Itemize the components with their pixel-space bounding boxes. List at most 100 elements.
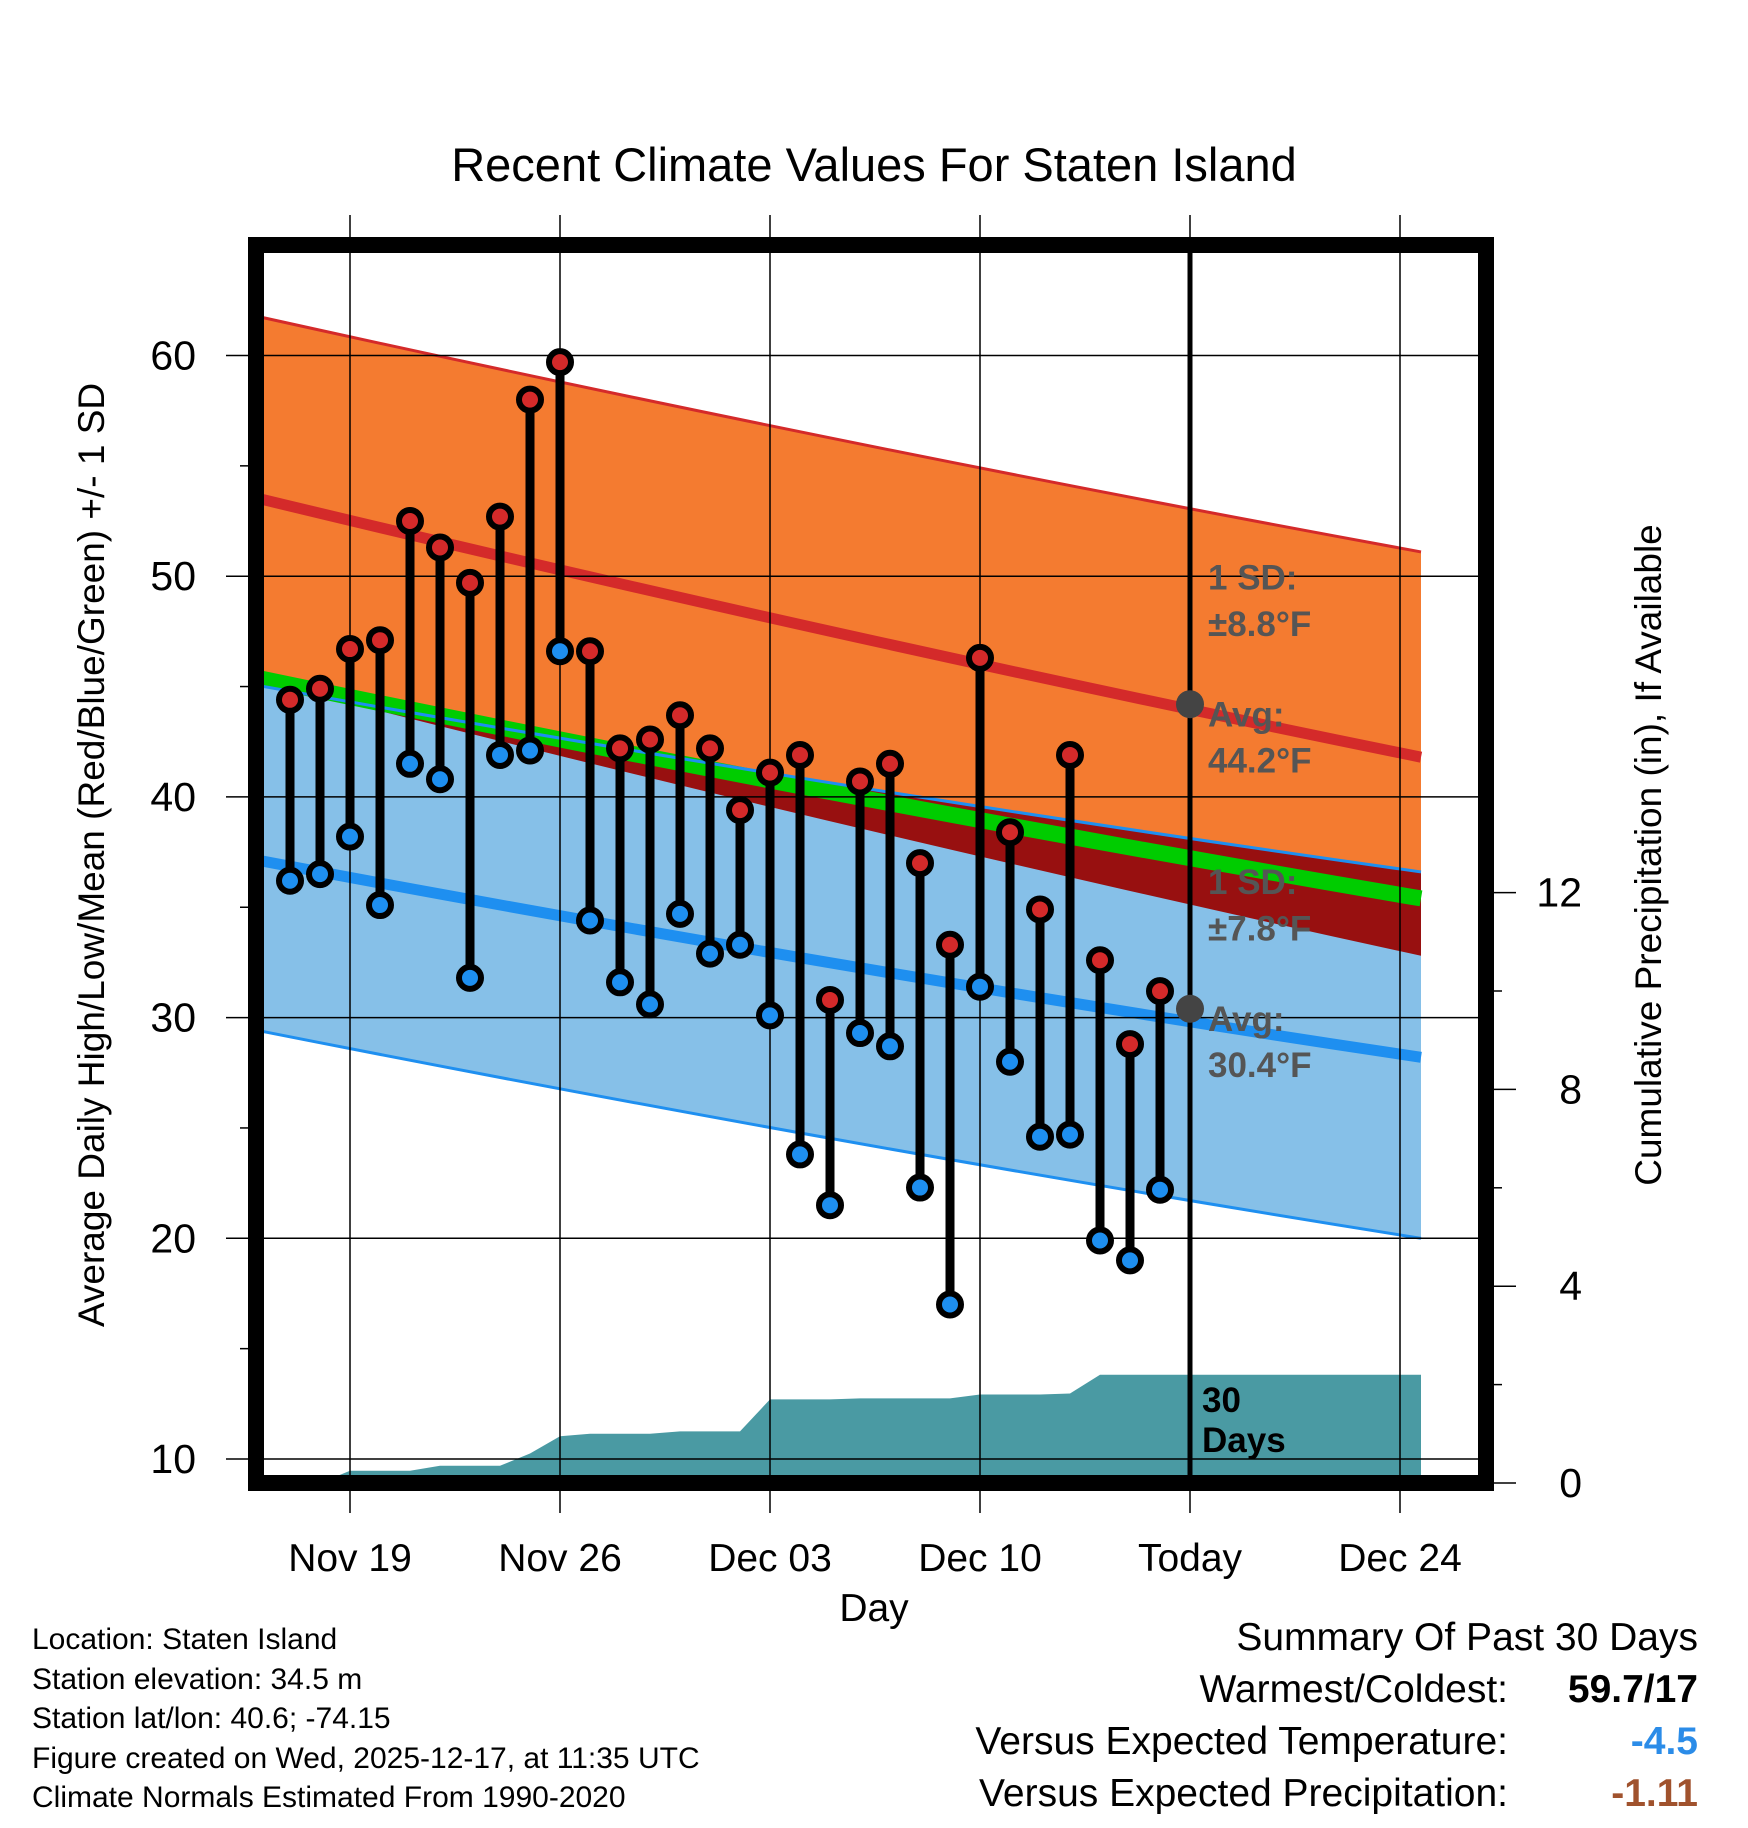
daily-high-point bbox=[936, 930, 964, 959]
daily-low-point bbox=[1116, 1246, 1144, 1275]
info-location: Location: Staten Island bbox=[32, 1623, 338, 1656]
summary-temp-label: Versus Expected Temperature: bbox=[975, 1720, 1508, 1763]
daily-low-point bbox=[756, 1001, 784, 1030]
daily-low-point bbox=[516, 736, 544, 765]
summary-temp-value: -4.5 bbox=[1630, 1720, 1698, 1763]
y-tick-label: 50 bbox=[150, 553, 196, 599]
high-sd-value: ±8.8°F bbox=[1208, 605, 1311, 644]
daily-high-point bbox=[1056, 740, 1084, 769]
daily-high-point bbox=[876, 749, 904, 778]
low-avg-label: Avg: bbox=[1208, 1000, 1284, 1039]
daily-low-point bbox=[1146, 1175, 1174, 1204]
axes: Nov 19 Nov 26 Dec 03 Dec 10 Today Dec 24 10 20 3… bbox=[150, 215, 1582, 1580]
daily-high-point bbox=[1026, 895, 1054, 924]
y-right-tick-label: 4 bbox=[1559, 1263, 1582, 1309]
daily-low-point bbox=[486, 740, 514, 769]
daily-low-point bbox=[966, 972, 994, 1001]
daily-high-point bbox=[366, 626, 394, 655]
low-normal-line bbox=[256, 854, 1422, 1063]
x-tick-label: Today bbox=[1138, 1537, 1243, 1580]
daily-low-point bbox=[636, 990, 664, 1019]
y-tick-label: 40 bbox=[150, 774, 196, 820]
daily-low-point bbox=[1056, 1120, 1084, 1149]
x-tick-label: Dec 03 bbox=[708, 1537, 832, 1580]
x-tick-label: Dec 24 bbox=[1338, 1537, 1462, 1580]
y-right-tick-label: 12 bbox=[1536, 870, 1582, 916]
daily-high-point bbox=[306, 674, 334, 703]
summary-warmest-value: 59.7/17 bbox=[1567, 1668, 1698, 1711]
summary-panel: Summary Of Past 30 Days Warmest/Coldest:… bbox=[975, 1612, 1698, 1820]
high-avg-value: 44.2°F bbox=[1208, 742, 1312, 781]
daily-low-point bbox=[666, 899, 694, 928]
station-info: Location: Staten Island Station elevatio… bbox=[32, 1620, 700, 1818]
daily-high-point bbox=[546, 348, 574, 377]
low-sd-value: ±7.8°F bbox=[1208, 909, 1311, 948]
summary-warmest-row: Warmest/Coldest: 59.7/17 bbox=[975, 1664, 1698, 1716]
daily-low-point bbox=[816, 1191, 844, 1220]
daily-low-point bbox=[726, 930, 754, 959]
days-label-number: 30 bbox=[1202, 1381, 1241, 1420]
daily-high-point bbox=[426, 533, 454, 562]
x-axis-label: Day bbox=[839, 1587, 909, 1630]
plot-frame bbox=[248, 237, 1494, 1491]
daily-low-point bbox=[1026, 1122, 1054, 1151]
daily-high-point bbox=[756, 758, 784, 787]
low-upper-line bbox=[256, 683, 1422, 874]
daily-high-point bbox=[786, 740, 814, 769]
precip-area bbox=[256, 1374, 1421, 1483]
daily-high-point bbox=[1086, 946, 1114, 975]
daily-high-point bbox=[486, 502, 514, 531]
daily-low-point bbox=[456, 963, 484, 992]
daily-high-point bbox=[576, 637, 604, 666]
daily-high-point bbox=[396, 507, 424, 536]
daily-low-point bbox=[996, 1047, 1024, 1076]
daily-high-point bbox=[456, 568, 484, 597]
daily-high-point bbox=[636, 725, 664, 754]
daily-low-point bbox=[576, 906, 604, 935]
daily-high-point bbox=[816, 985, 844, 1014]
today-high-normal-marker bbox=[1176, 690, 1204, 719]
high-sd-label: 1 SD: bbox=[1208, 558, 1297, 597]
summary-title: Summary Of Past 30 Days bbox=[1236, 1616, 1698, 1659]
info-normals: Climate Normals Estimated From 1990-2020 bbox=[32, 1781, 626, 1814]
x-tick-label: Nov 26 bbox=[498, 1537, 622, 1580]
daily-low-point bbox=[336, 822, 364, 851]
daily-high-point bbox=[966, 643, 994, 672]
daily-high-point bbox=[996, 818, 1024, 847]
daily-high-point bbox=[276, 685, 304, 714]
summary-warmest-label: Warmest/Coldest: bbox=[1199, 1668, 1508, 1711]
daily-low-point bbox=[606, 968, 634, 997]
days-label-text: Days bbox=[1202, 1421, 1286, 1460]
plot-content: 1 SD: ±8.8°F Avg: 44.2°F 1 SD: ±7.8°F Avg: 30.4… bbox=[256, 245, 1486, 1483]
summary-precip-label: Versus Expected Precipitation: bbox=[979, 1772, 1508, 1815]
daily-high-point bbox=[666, 701, 694, 730]
daily-low-point bbox=[786, 1140, 814, 1169]
daily-low-point bbox=[876, 1032, 904, 1061]
daily-low-point bbox=[936, 1290, 964, 1319]
daily-low-point bbox=[276, 866, 304, 895]
daily-low-point bbox=[846, 1019, 874, 1048]
y-axis-label: Average Daily High/Low/Mean (Red/Blue/Gr… bbox=[71, 383, 112, 1327]
daily-high-point bbox=[906, 849, 934, 878]
summary-precip-row: Versus Expected Precipitation: -1.11 bbox=[975, 1768, 1698, 1820]
daily-low-point bbox=[366, 891, 394, 920]
daily-high-point bbox=[606, 734, 634, 763]
mean-normal-line bbox=[256, 669, 1423, 907]
info-elevation: Station elevation: 34.5 m bbox=[32, 1662, 363, 1696]
y-tick-label: 20 bbox=[150, 1215, 196, 1261]
daily-high-point bbox=[1116, 1030, 1144, 1059]
daily-high-point bbox=[846, 767, 874, 796]
high-normal-line bbox=[256, 492, 1423, 763]
y-tick-label: 10 bbox=[150, 1436, 196, 1482]
y-tick-label: 30 bbox=[150, 995, 196, 1041]
chart-title: Recent Climate Values For Staten Island bbox=[451, 138, 1297, 191]
high-avg-label: Avg: bbox=[1208, 695, 1284, 734]
low-sd-label: 1 SD: bbox=[1208, 863, 1297, 902]
daily-low-point bbox=[426, 765, 454, 794]
daily-low-point bbox=[546, 637, 574, 666]
daily-low-point bbox=[1086, 1226, 1114, 1255]
daily-high-point bbox=[726, 796, 754, 825]
info-latlon: Station lat/lon: 40.6; -74.15 bbox=[32, 1702, 391, 1735]
daily-high-point bbox=[336, 635, 364, 664]
plot-area: 1 SD: ±8.8°F Avg: 44.2°F 1 SD: ±7.8°F Avg: 30.4… bbox=[256, 245, 1486, 1483]
